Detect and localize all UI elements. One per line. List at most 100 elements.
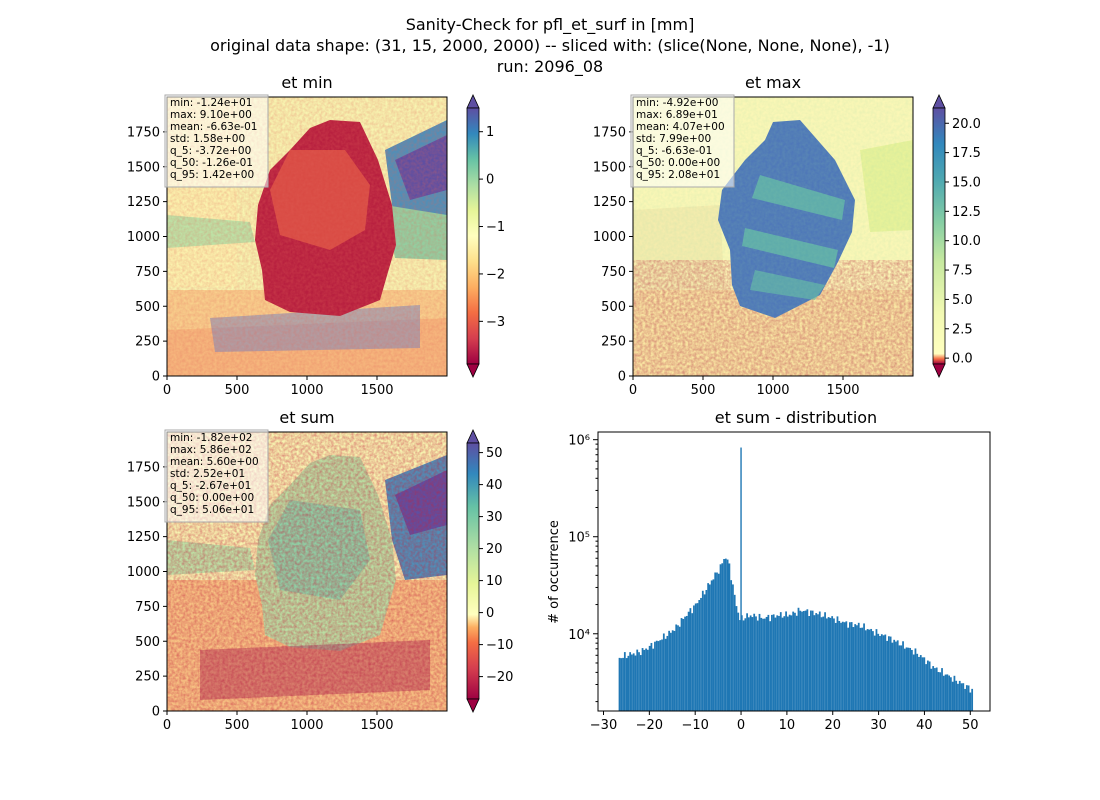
x-tick-label: 0 [163,383,171,398]
histogram-bar [746,613,748,711]
histogram-bar [969,692,972,711]
histogram-bar [786,616,789,711]
colorbar-tick-label: 0 [486,606,494,621]
y-tick-label: 1500 [127,160,160,175]
histogram-bar [949,677,952,711]
histogram-bar [946,674,949,711]
histogram-bar [646,649,649,711]
histogram-bar [957,683,959,711]
histogram-bar [843,622,846,711]
histogram-bar [790,615,793,711]
histogram-bar [703,594,706,711]
histogram-bar [696,603,699,711]
histogram-bar [797,607,800,711]
x-tick-label: 20 [824,718,841,733]
histogram-bar [856,625,858,711]
et-sum-stat-line: q_95: 5.06e+01 [170,504,254,516]
histogram-bar [632,653,635,711]
et-min-heatmap [167,97,447,376]
histogram-bar [859,627,862,711]
et-min-stat-line: mean: -6.63e-01 [170,121,257,133]
histogram-bar [799,610,802,711]
histogram-bar [735,606,738,711]
histogram-bar [758,613,761,711]
histogram-bar [749,615,752,711]
histogram-bar [694,603,697,711]
histogram-bar [666,635,669,711]
et-max-stat-line: q_5: -6.63e-01 [636,145,712,157]
histogram-bar [813,615,816,711]
histogram-bar [716,572,718,711]
et-sum-stat-line: q_50: 0.00e+00 [170,492,254,504]
histogram-bar [678,626,681,711]
histogram-bar [880,634,883,711]
histogram-bar [765,616,768,711]
histogram-bar [779,612,782,711]
histogram-bar [719,564,722,711]
x-tick-label: 1000 [290,383,323,398]
histogram-bar [804,610,807,711]
colorbar-tick-label: 5.0 [952,293,973,308]
figure-title-line-1: Sanity-Check for pfl_et_surf in [mm] [406,15,695,35]
histogram-bar [925,664,927,711]
histogram-bar [728,563,731,711]
histogram-bar [907,647,910,711]
histogram-bar [802,610,805,711]
histogram-bar [721,563,724,711]
histogram-bar [875,629,878,711]
histogram-bar [891,642,894,711]
histogram-bar [762,618,764,711]
histogram-bar [654,641,656,711]
histogram-x-ticks: −30 −20 −10 0 10 20 30 40 50 [590,711,979,733]
histogram-bar [636,649,639,711]
histogram-bar [675,624,678,711]
figure-title-line-3: run: 2096_08 [497,57,603,77]
histogram-bar [911,649,913,711]
colorbar-tick-label: −20 [486,670,513,685]
histogram-bar [698,600,701,711]
histogram-bars [618,447,974,711]
histogram-bar [620,658,623,711]
histogram-bar [684,616,686,711]
et-max-x-ticks: 0 500 1000 1500 [629,376,860,398]
y-tick-label: 1250 [127,195,160,210]
histogram-bar [673,630,676,711]
histogram-bar [889,636,892,711]
y-tick-label: 10⁵ [568,531,590,546]
histogram-bar [639,655,642,711]
colorbar-tick-label: 10.0 [952,234,981,249]
histogram-bar [836,616,839,711]
histogram-bar [934,668,936,711]
histogram-bar [709,584,711,711]
histogram-bar [645,648,647,711]
histogram-peak-bar [740,447,742,711]
et-max-stat-line: q_95: 2.08e+01 [636,169,720,181]
colorbar-tick-label: 40 [486,478,503,493]
histogram-bar [948,675,950,711]
y-tick-label: 250 [135,670,160,685]
colorbar-tick-label: 1 [486,125,494,140]
y-tick-label: 1500 [593,160,626,175]
x-tick-label: 0 [629,383,637,398]
histogram-bar [680,618,683,711]
histogram-bar [822,616,825,711]
panel-et-min: et min 0 500 1000 1500 0 250 500 750 1000 1250 15… [127,73,505,398]
histogram-bar [840,622,842,711]
figure-title-line-2: original data shape: (31, 15, 2000, 2000… [210,36,890,55]
et-min-title: et min [281,73,332,92]
histogram-bar [926,660,929,711]
histogram-bar [815,613,818,711]
histogram-bar [967,685,970,711]
histogram-bar [932,666,935,711]
et-min-stat-line: min: -1.24e+01 [170,97,252,109]
et-sum-stat-line: std: 2.52e+01 [170,468,245,480]
histogram-bar [870,628,873,711]
histogram-bar [896,640,899,711]
histogram-bar [774,617,777,711]
y-tick-label: 750 [601,265,626,280]
histogram-bar [707,583,710,711]
histogram-bar [643,649,646,711]
histogram-bar [631,654,633,711]
et-max-colorbar: 20.0 17.5 15.0 12.5 10.0 7.5 5.0 2.5 0.0 [932,94,981,378]
histogram-title: et sum - distribution [715,408,877,427]
